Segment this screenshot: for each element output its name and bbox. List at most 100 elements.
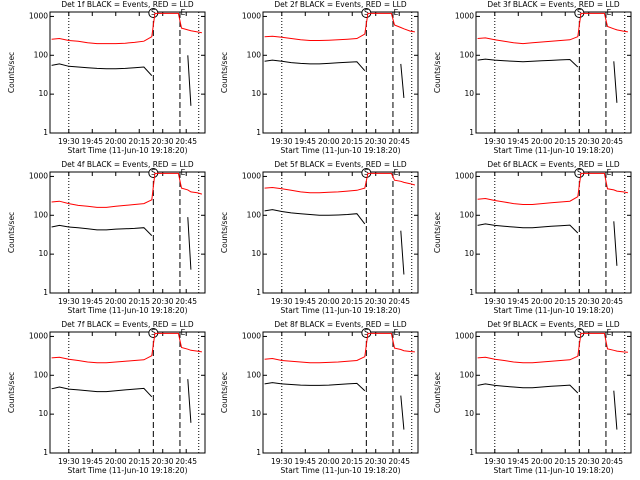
panel: Det 2f BLACK = Events, RED = LLD 1 10 100 10… <box>220 0 419 155</box>
marker-label: S <box>364 328 369 337</box>
marker-label: E <box>607 168 612 177</box>
x-tick-label: 20:45 <box>601 137 623 146</box>
x-tick-label: 20:30 <box>578 297 600 306</box>
y-axis-label: Counts/sec <box>220 212 229 253</box>
x-tick-label: 20:30 <box>578 137 600 146</box>
marker-label: E <box>394 168 399 177</box>
y-tick-label: 1000 <box>242 331 261 340</box>
marker-label: S <box>364 8 369 17</box>
y-tick-label: 1 <box>256 448 261 457</box>
y-tick-label: 1000 <box>455 171 474 180</box>
x-tick-label: 20:30 <box>365 137 387 146</box>
y-tick-label: 1000 <box>455 11 474 20</box>
series-line <box>51 379 192 423</box>
y-tick-label: 1 <box>469 288 474 297</box>
x-axis-label: Start Time (11-Jun-10 19:18:20) <box>68 466 188 475</box>
marker-label: E <box>181 328 186 337</box>
x-tick-label: 20:15 <box>341 297 363 306</box>
y-tick-label: 100 <box>34 210 49 219</box>
marker-label: S <box>151 328 156 337</box>
x-tick-label: 19:30 <box>271 297 293 306</box>
y-tick-label: 1 <box>43 448 48 457</box>
x-tick-label: 20:15 <box>128 297 150 306</box>
x-tick-label: 20:45 <box>601 297 623 306</box>
series-line <box>264 209 405 275</box>
x-tick-label: 19:45 <box>81 137 103 146</box>
x-axis-label: Start Time (11-Jun-10 19:18:20) <box>281 306 401 315</box>
x-tick-label: 19:30 <box>58 457 80 466</box>
y-tick-label: 1000 <box>29 11 48 20</box>
x-tick-label: 19:45 <box>507 457 529 466</box>
y-tick-label: 1000 <box>242 171 261 180</box>
marker-label: S <box>577 328 582 337</box>
x-tick-label: 20:45 <box>388 137 410 146</box>
panel: Det 4f BLACK = Events, RED = LLD 1 10 100 10… <box>7 160 206 315</box>
plot-frame <box>49 171 206 294</box>
plot-frame <box>262 331 419 454</box>
plot-frame <box>475 11 632 134</box>
marker-label: E <box>394 328 399 337</box>
chart-title: Det 4f BLACK = Events, RED = LLD <box>61 160 194 169</box>
series-line <box>51 332 202 364</box>
series-line <box>477 383 618 430</box>
x-tick-label: 19:45 <box>507 297 529 306</box>
x-tick-label: 19:45 <box>294 457 316 466</box>
x-axis-label: Start Time (11-Jun-10 19:18:20) <box>494 306 614 315</box>
plot-frame <box>475 171 632 294</box>
x-tick-label: 20:00 <box>318 457 340 466</box>
y-tick-label: 10 <box>38 249 48 258</box>
series-line <box>51 217 192 270</box>
chart-title: Det 5f BLACK = Events, RED = LLD <box>274 160 407 169</box>
series-line <box>477 58 618 103</box>
y-tick-label: 1 <box>43 128 48 137</box>
x-tick-label: 20:00 <box>318 137 340 146</box>
panel: Det 5f BLACK = Events, RED = LLD 1 10 100 10… <box>220 160 419 315</box>
marker-label: S <box>577 168 582 177</box>
x-tick-label: 20:15 <box>341 137 363 146</box>
x-tick-label: 20:15 <box>128 457 150 466</box>
x-tick-label: 20:00 <box>105 297 127 306</box>
series-line <box>477 221 618 266</box>
panel: Det 1f BLACK = Events, RED = LLD 1 10 100 10… <box>7 0 206 155</box>
series-line <box>477 12 628 45</box>
x-tick-label: 19:45 <box>81 297 103 306</box>
x-tick-label: 20:00 <box>318 297 340 306</box>
x-tick-label: 20:30 <box>152 457 174 466</box>
chart-title: Det 9f BLACK = Events, RED = LLD <box>487 320 620 329</box>
chart-title: Det 2f BLACK = Events, RED = LLD <box>274 0 407 9</box>
series-line <box>51 12 202 45</box>
series-line <box>264 382 405 430</box>
plot-frame <box>262 11 419 134</box>
x-tick-label: 20:00 <box>531 457 553 466</box>
y-tick-label: 100 <box>247 50 262 59</box>
panel: Det 8f BLACK = Events, RED = LLD 1 10 100 10… <box>220 320 419 475</box>
marker-label: S <box>151 168 156 177</box>
y-tick-label: 100 <box>247 210 262 219</box>
panel: Det 6f BLACK = Events, RED = LLD 1 10 100 10… <box>433 160 632 315</box>
x-tick-label: 20:45 <box>175 297 197 306</box>
x-axis-label: Start Time (11-Jun-10 19:18:20) <box>281 466 401 475</box>
chart-title: Det 3f BLACK = Events, RED = LLD <box>487 0 620 9</box>
y-tick-label: 100 <box>460 370 475 379</box>
y-tick-label: 10 <box>251 249 261 258</box>
x-tick-label: 19:30 <box>58 137 80 146</box>
y-tick-label: 10 <box>251 409 261 418</box>
series-line <box>264 12 415 41</box>
x-tick-label: 20:45 <box>601 457 623 466</box>
panel: Det 3f BLACK = Events, RED = LLD 1 10 100 10… <box>433 0 632 155</box>
x-tick-label: 19:30 <box>484 137 506 146</box>
x-tick-label: 19:45 <box>507 137 529 146</box>
chart-title: Det 1f BLACK = Events, RED = LLD <box>61 0 194 9</box>
y-tick-label: 1000 <box>455 331 474 340</box>
x-tick-label: 19:45 <box>294 137 316 146</box>
y-tick-label: 100 <box>460 50 475 59</box>
x-tick-label: 19:30 <box>484 457 506 466</box>
y-tick-label: 1 <box>256 128 261 137</box>
series-line <box>477 332 628 364</box>
plot-frame <box>49 331 206 454</box>
marker-label: S <box>364 168 369 177</box>
x-tick-label: 20:45 <box>175 137 197 146</box>
x-tick-label: 20:30 <box>365 297 387 306</box>
x-tick-label: 20:30 <box>578 457 600 466</box>
y-tick-label: 100 <box>460 210 475 219</box>
